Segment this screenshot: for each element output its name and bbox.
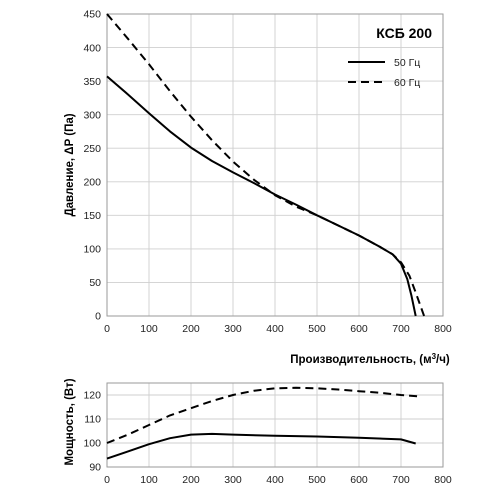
pressure-x-tick-label: 100 [140,323,158,335]
power-y-tick-label: 90 [89,462,101,474]
pressure-series-solid [106,75,417,317]
pressure-y-tick-label: 400 [83,42,101,54]
power-chart: 0 100 200 300 400 500 600 700 800 90 100 110 120 Мощ… [64,378,452,486]
power-ticks: 0 100 200 300 400 500 600 700 800 90 100 110 120 [83,390,451,486]
pressure-x-tick-label: 600 [350,323,368,335]
pressure-y-tick-label: 200 [83,176,101,188]
power-y-tick-label: 110 [84,414,101,426]
pressure-x-tick-label: 700 [392,323,410,335]
power-y-axis-label: Мощность, (Вт) [64,378,76,465]
power-x-tick-label: 600 [350,474,368,486]
pressure-y-tick-label: 0 [95,311,101,323]
pressure-x-tick-label: 0 [104,323,110,335]
pressure-y-tick-label: 300 [83,109,101,121]
pressure-x-tick-label: 200 [182,323,200,335]
power-plot-frame [106,382,444,468]
pressure-y-tick-label: 50 [89,277,101,289]
power-series-dashed [106,386,423,444]
power-lines [106,386,423,460]
power-y-tick-label: 120 [83,390,101,402]
pressure-ticks: 0 100 200 300 400 500 600 700 800 0 50 100 150 200 250… [83,9,451,335]
pressure-plot-frame [106,13,444,317]
pressure-x-tick-label: 500 [308,323,326,335]
power-grid [106,382,444,468]
pressure-y-tick-label: 350 [83,76,101,88]
power-x-tick-label: 200 [182,474,200,486]
x-axis-label: Производительность, (м3/ч) [290,352,450,366]
power-y-tick-label: 100 [83,438,101,450]
power-x-tick-label: 800 [434,474,452,486]
power-x-tick-label: 400 [266,474,284,486]
legend-label: 60 Гц [394,77,420,89]
power-x-tick-label: 100 [140,474,158,486]
power-x-tick-label: 500 [308,474,326,486]
y-axis-label: Давление, ΔP (Па) [64,113,76,216]
pressure-y-tick-label: 250 [83,143,101,155]
power-x-tick-label: 700 [392,474,410,486]
power-x-tick-label: 0 [104,474,110,486]
pressure-y-tick-label: 150 [83,210,101,222]
power-series-solid [106,432,416,460]
pressure-y-tick-label: 450 [83,9,101,21]
pressure-grid [106,13,444,317]
pressure-x-tick-label: 800 [434,323,452,335]
chart-title: КСБ 200 [376,25,432,41]
pressure-x-tick-label: 400 [266,323,284,335]
legend: 50 Гц 60 Гц [348,57,420,89]
pressure-x-tick-label: 300 [224,323,242,335]
pressure-lines [106,13,426,317]
pressure-y-tick-label: 100 [83,244,101,256]
legend-label: 50 Гц [394,57,420,69]
pressure-series-dashed [106,13,426,317]
power-x-tick-label: 300 [224,474,242,486]
pressure-chart: 0 100 200 300 400 500 600 700 800 0 50 100 150 200 250… [64,9,452,366]
